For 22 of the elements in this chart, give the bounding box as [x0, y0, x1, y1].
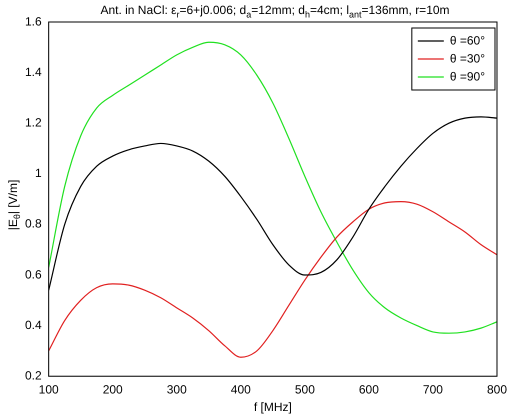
x-tick-label: 700: [422, 382, 444, 397]
y-tick-label: 1: [34, 166, 42, 180]
y-tick-label: 1.6: [24, 14, 42, 28]
y-tick-label: 0.4: [24, 318, 42, 332]
x-tick-label: 800: [486, 382, 508, 397]
x-tick-label: 400: [230, 382, 252, 397]
y-tick-label: 1.2: [24, 116, 42, 130]
x-tick-label: 300: [166, 382, 188, 397]
x-tick-label: 500: [294, 382, 316, 397]
x-tick-label: 100: [38, 382, 60, 397]
x-tick-label: 600: [358, 382, 380, 397]
legend-label: θ =60°: [450, 33, 486, 48]
y-tick-label: 0.6: [24, 267, 42, 282]
x-tick-label: 200: [102, 382, 124, 397]
y-tick-label: 0.8: [24, 216, 42, 231]
y-tick-label: 0.2: [24, 368, 42, 383]
x-axis-title: f [MHz]: [254, 400, 292, 414]
y-tick-label: 1.4: [24, 64, 42, 79]
line-series: [48, 201, 497, 358]
legend-label: θ =30°: [450, 51, 486, 66]
chart-title: Ant. in NaCl: ε$_{r}$=6+j0.006; d$_{a}$=12mm; d$_{h}$=4cm; l$_{ant}$=136mm, r=10m: [100, 3, 450, 20]
legend-label: θ =90°: [450, 69, 486, 84]
